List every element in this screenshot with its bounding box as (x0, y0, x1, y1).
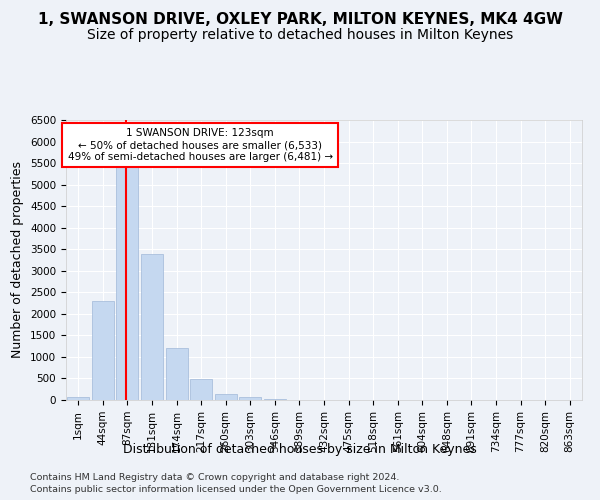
Text: Contains public sector information licensed under the Open Government Licence v3: Contains public sector information licen… (30, 485, 442, 494)
Bar (141, 254, 163, 400)
Y-axis label: Number of detached properties: Number of detached properties (11, 162, 25, 358)
Text: 1, SWANSON DRIVE, OXLEY PARK, MILTON KEYNES, MK4 4GW: 1, SWANSON DRIVE, OXLEY PARK, MILTON KEY… (37, 12, 563, 28)
Bar (92, 301, 114, 400)
Text: Contains HM Land Registry data © Crown copyright and database right 2024.: Contains HM Land Registry data © Crown c… (30, 472, 400, 482)
Bar (215, 394, 237, 400)
Bar (264, 399, 286, 400)
Text: Distribution of detached houses by size in Milton Keynes: Distribution of detached houses by size … (123, 442, 477, 456)
Bar (116, 140, 139, 400)
Bar (67, 398, 89, 400)
Bar (166, 348, 188, 400)
Bar (190, 380, 212, 400)
Text: 1 SWANSON DRIVE: 123sqm
← 50% of detached houses are smaller (6,533)
49% of semi: 1 SWANSON DRIVE: 123sqm ← 50% of detache… (68, 128, 333, 162)
Bar (239, 397, 262, 400)
Text: Size of property relative to detached houses in Milton Keynes: Size of property relative to detached ho… (87, 28, 513, 42)
